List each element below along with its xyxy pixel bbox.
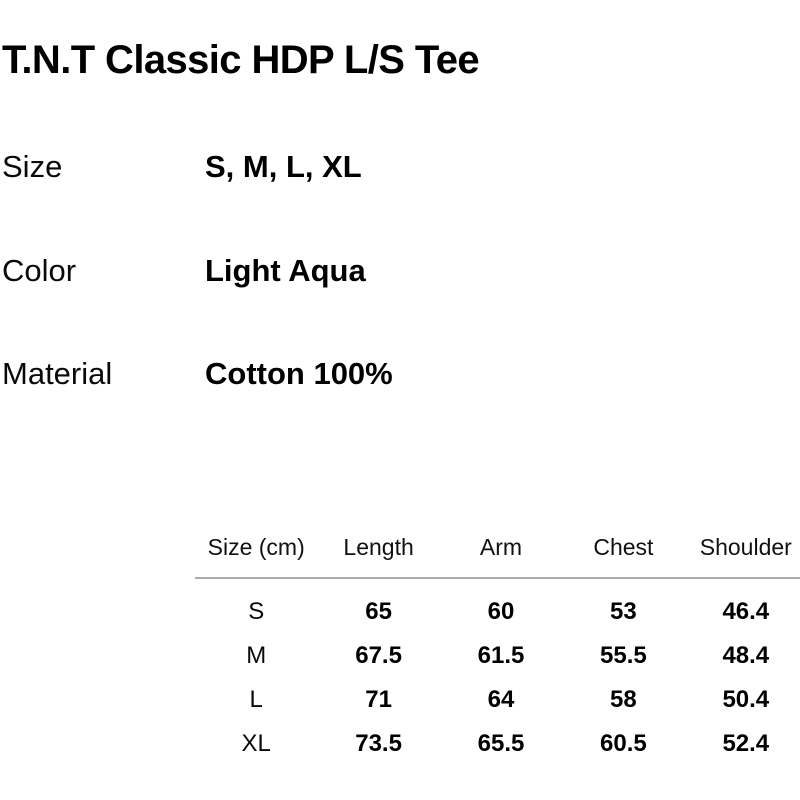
cell-size: M	[246, 642, 267, 669]
cell-chest: 53	[610, 598, 637, 625]
spec-row-size: Size S, M, L, XL	[2, 151, 362, 183]
cell-chest: 58	[610, 686, 637, 713]
spec-label-size: Size	[2, 149, 63, 184]
column-header-chest: Chest	[593, 534, 654, 560]
cell-arm: 61.5	[477, 642, 525, 669]
cell-size: S	[248, 598, 265, 625]
cell-arm: 64	[487, 686, 515, 713]
cell-length: 65	[365, 598, 392, 625]
cell-length: 73.5	[355, 730, 402, 757]
spec-value-size: S, M, L, XL	[205, 149, 362, 184]
table-row-s: S 65 60 53 46.4	[195, 590, 800, 634]
size-chart-body: S 65 60 53 46.4 M 67.5 61.5 55.5 48.4 L …	[195, 579, 800, 766]
column-header-arm: Arm	[479, 534, 523, 560]
cell-chest: 55.5	[600, 642, 647, 669]
cell-length: 71	[365, 686, 392, 713]
column-header-shoulder: Shoulder	[699, 534, 792, 560]
cell-size: XL	[241, 730, 271, 757]
column-header-size: Size (cm)	[207, 534, 305, 560]
spec-label-color: Color	[2, 253, 77, 288]
table-header-divider	[195, 577, 800, 579]
size-chart-header-row: Size (cm) Length Arm Chest Shoulder	[195, 535, 800, 560]
cell-shoulder: 50.4	[722, 686, 770, 713]
size-chart-table: Size (cm) Length Arm Chest Shoulder S 65…	[195, 535, 800, 766]
spec-row-material: Material Cotton 100%	[2, 358, 393, 390]
cell-chest: 60.5	[600, 730, 647, 757]
table-row-m: M 67.5 61.5 55.5 48.4	[195, 634, 800, 678]
cell-length: 67.5	[355, 642, 402, 669]
cell-arm: 60	[487, 598, 515, 625]
spec-row-color: Color Light Aqua	[2, 255, 366, 287]
spec-label-material: Material	[2, 356, 113, 391]
cell-shoulder: 52.4	[722, 730, 770, 757]
column-header-length: Length	[343, 534, 414, 560]
cell-shoulder: 46.4	[722, 598, 770, 625]
table-row-l: L 71 64 58 50.4	[195, 678, 800, 722]
table-row-xl: XL 73.5 65.5 60.5 52.4	[195, 722, 800, 766]
cell-arm: 65.5	[477, 730, 525, 757]
cell-size: L	[249, 686, 263, 713]
spec-value-color: Light Aqua	[205, 253, 366, 288]
product-title: T.N.T Classic HDP L/S Tee	[2, 37, 480, 82]
cell-shoulder: 48.4	[722, 642, 770, 669]
spec-value-material: Cotton 100%	[205, 356, 393, 391]
